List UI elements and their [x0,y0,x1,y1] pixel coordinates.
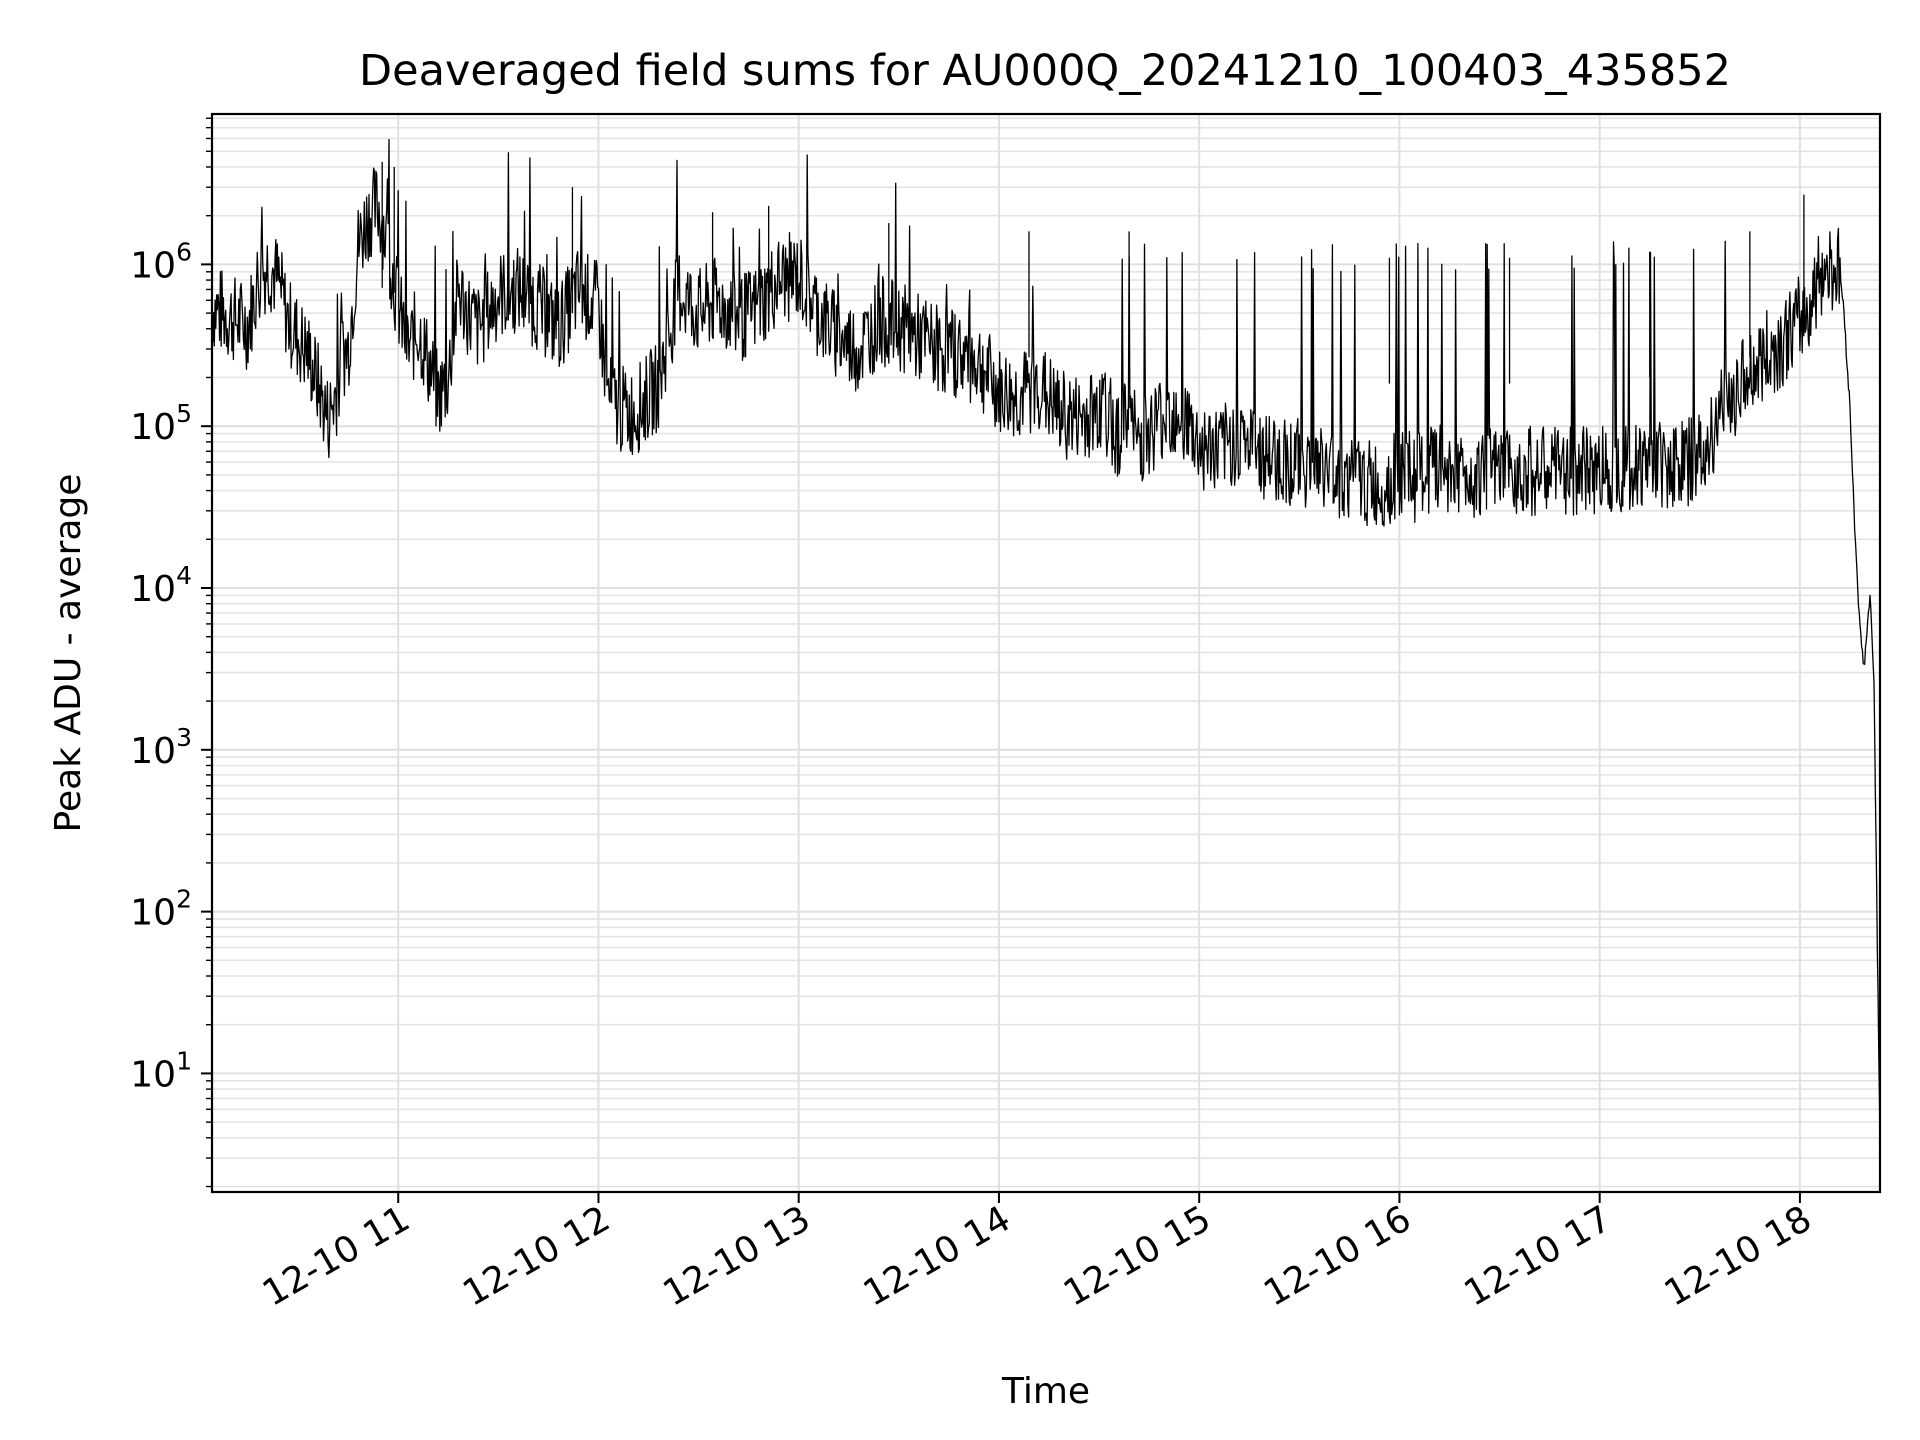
series-line [211,138,1881,1138]
y-tick-label: 104 [130,561,192,610]
chart-title: Deaveraged field sums for AU000Q_2024121… [359,46,1731,96]
y-tick-label: 101 [130,1046,192,1095]
x-axis-label: Time [1001,1371,1090,1412]
y-axis-label: Peak ADU - average [48,474,89,833]
y-tick-label: 103 [130,723,192,772]
y-tick-label: 106 [130,237,192,286]
data-series [211,138,1881,1138]
y-tick-label: 102 [130,885,192,934]
y-tick-label: 105 [130,399,192,448]
